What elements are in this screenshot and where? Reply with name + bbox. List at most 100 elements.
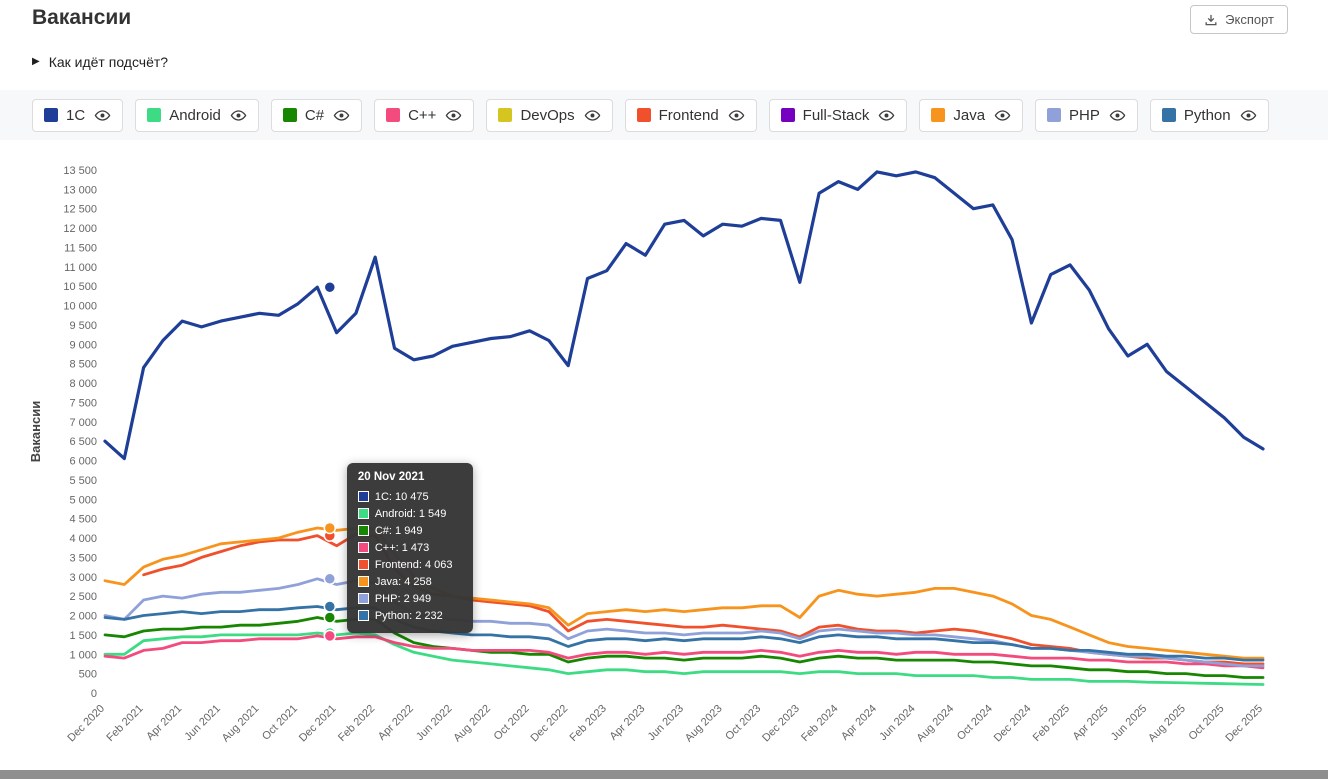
chart-area: 0 500 1 000 1 500 2 000 2 500 3 000 3 500 4 000 4… bbox=[0, 145, 1328, 770]
series-line-java bbox=[103, 526, 1265, 660]
eye-icon[interactable] bbox=[584, 107, 601, 124]
series-line-c- bbox=[103, 634, 1265, 670]
tooltip-series-value: Frontend: 4 063 bbox=[374, 558, 453, 571]
tooltip-row: Android: 1 549 bbox=[357, 505, 462, 522]
x-axis-tick-label: Apr 2024 bbox=[839, 703, 879, 743]
y-axis-title: Вакансии bbox=[28, 401, 43, 462]
series-color-swatch bbox=[780, 108, 795, 122]
tooltip-series-swatch bbox=[357, 525, 369, 536]
x-axis-tick-label: Oct 2023 bbox=[723, 703, 763, 743]
y-axis-tick-label: 6 500 bbox=[69, 436, 97, 448]
download-icon bbox=[1204, 13, 1218, 27]
details-label: Как идёт подсчёт? bbox=[48, 54, 169, 70]
series-color-swatch bbox=[636, 108, 651, 122]
series-color-swatch bbox=[1047, 108, 1062, 122]
legend-item-frontend[interactable]: Frontend bbox=[624, 98, 757, 132]
series-line-python bbox=[103, 605, 1265, 662]
x-axis-tick-label: Dec 2025 bbox=[1223, 703, 1265, 745]
x-axis-tick-label: Oct 2021 bbox=[260, 703, 300, 743]
series-label: Frontend bbox=[658, 106, 719, 124]
y-axis-tick-label: 2 000 bbox=[69, 611, 97, 623]
eye-icon[interactable] bbox=[728, 107, 745, 124]
x-axis-tick-label: Oct 2025 bbox=[1186, 703, 1226, 743]
triangle-icon: ▶ bbox=[32, 56, 40, 67]
y-axis-tick-label: 3 000 bbox=[69, 572, 97, 584]
legend-item-android[interactable]: Android bbox=[135, 98, 259, 132]
details-toggle[interactable]: ▶ Как идёт подсчёт? bbox=[32, 54, 168, 70]
eye-icon[interactable] bbox=[1109, 107, 1126, 124]
y-axis-tick-label: 2 500 bbox=[69, 591, 97, 603]
tooltip-series-value: Java: 4 258 bbox=[374, 575, 432, 588]
x-axis-tick-label: Apr 2023 bbox=[607, 703, 647, 743]
legend-item-c-[interactable]: C# bbox=[270, 98, 363, 132]
x-axis-tick-label: Aug 2021 bbox=[220, 703, 262, 745]
export-label: Экспорт bbox=[1225, 12, 1274, 27]
series-label: C# bbox=[304, 106, 325, 124]
tooltip-row: Java: 4 258 bbox=[357, 573, 462, 590]
legend-item-java[interactable]: Java bbox=[919, 98, 1024, 132]
legend-item-devops[interactable]: DevOps bbox=[486, 98, 613, 132]
series-color-swatch bbox=[1161, 108, 1176, 122]
y-axis-tick-label: 8 000 bbox=[69, 378, 97, 390]
series-line-1c bbox=[103, 170, 1265, 461]
series-line-c- bbox=[103, 616, 1265, 679]
export-button[interactable]: Экспорт bbox=[1190, 5, 1288, 34]
tooltip-series-swatch bbox=[357, 491, 369, 502]
tooltip-series-swatch bbox=[357, 593, 369, 604]
y-axis-tick-label: 13 000 bbox=[63, 184, 97, 196]
eye-icon[interactable] bbox=[445, 107, 462, 124]
legend-bar: 1C Android C# C++ DevOps Frontend Full-Stack Ja… bbox=[0, 90, 1328, 140]
legend-item-php[interactable]: PHP bbox=[1035, 98, 1138, 132]
eye-icon[interactable] bbox=[94, 107, 111, 124]
y-axis-tick-label: 10 500 bbox=[63, 281, 97, 293]
x-axis-tick-label: Feb 2021 bbox=[104, 703, 145, 744]
series-line-android bbox=[103, 631, 1265, 686]
eye-icon[interactable] bbox=[994, 107, 1011, 124]
series-color-swatch bbox=[44, 108, 58, 122]
x-axis-tick-label: Apr 2021 bbox=[144, 703, 184, 743]
y-axis-tick-label: 4 500 bbox=[69, 514, 97, 526]
vacancies-chart[interactable]: 0 500 1 000 1 500 2 000 2 500 3 000 3 500 4 000 4… bbox=[0, 145, 1328, 770]
eye-icon[interactable] bbox=[230, 107, 247, 124]
hover-marker bbox=[323, 280, 337, 294]
y-axis-tick-label: 5 500 bbox=[69, 475, 97, 487]
eye-icon[interactable] bbox=[878, 107, 895, 124]
series-label: Full-Stack bbox=[802, 106, 870, 124]
series-line-frontend bbox=[142, 532, 1265, 666]
x-axis-tick-label: Oct 2022 bbox=[492, 703, 532, 743]
y-axis-tick-label: 8 500 bbox=[69, 359, 97, 371]
eye-icon[interactable] bbox=[333, 107, 350, 124]
legend-item-full-stack[interactable]: Full-Stack bbox=[768, 98, 908, 132]
y-axis-tick-label: 9 000 bbox=[69, 339, 97, 351]
y-axis-tick-label: 5 000 bbox=[69, 494, 97, 506]
legend-item-1c[interactable]: 1C bbox=[32, 98, 124, 132]
series-label: Android bbox=[169, 106, 221, 124]
x-axis-tick-label: Aug 2025 bbox=[1146, 703, 1188, 745]
legend-item-python[interactable]: Python bbox=[1149, 98, 1269, 132]
x-axis-tick-label: Aug 2022 bbox=[451, 703, 493, 745]
y-axis-tick-label: 12 000 bbox=[63, 223, 97, 235]
series-color-swatch bbox=[498, 108, 513, 122]
eye-icon[interactable] bbox=[1240, 107, 1257, 124]
series-label: Python bbox=[1183, 106, 1231, 124]
y-axis-tick-label: 3 500 bbox=[69, 552, 97, 564]
legend-item-c-[interactable]: C++ bbox=[374, 98, 475, 132]
tooltip-row: C#: 1 949 bbox=[357, 522, 462, 539]
y-axis-tick-label: 4 000 bbox=[69, 533, 97, 545]
y-axis-tick-label: 500 bbox=[79, 669, 97, 681]
tooltip-series-swatch bbox=[357, 542, 369, 553]
x-axis-tick-label: Feb 2024 bbox=[799, 703, 840, 744]
hover-marker bbox=[323, 572, 337, 586]
header: Вакансии Экспорт bbox=[0, 0, 1328, 46]
x-axis-tick-label: Dec 2022 bbox=[529, 703, 571, 745]
y-axis-tick-label: 7 000 bbox=[69, 417, 97, 429]
bottom-scrollbar[interactable] bbox=[0, 770, 1328, 779]
tooltip-row: PHP: 2 949 bbox=[357, 590, 462, 607]
y-axis-tick-label: 1 000 bbox=[69, 649, 97, 661]
y-axis-tick-label: 1 500 bbox=[69, 630, 97, 642]
series-label: 1C bbox=[66, 106, 86, 124]
y-axis-tick-label: 12 500 bbox=[63, 204, 97, 216]
x-axis-tick-label: Feb 2022 bbox=[336, 703, 377, 744]
x-axis-tick-label: Jun 2024 bbox=[877, 703, 917, 743]
x-axis-tick-label: Jun 2025 bbox=[1109, 703, 1149, 743]
